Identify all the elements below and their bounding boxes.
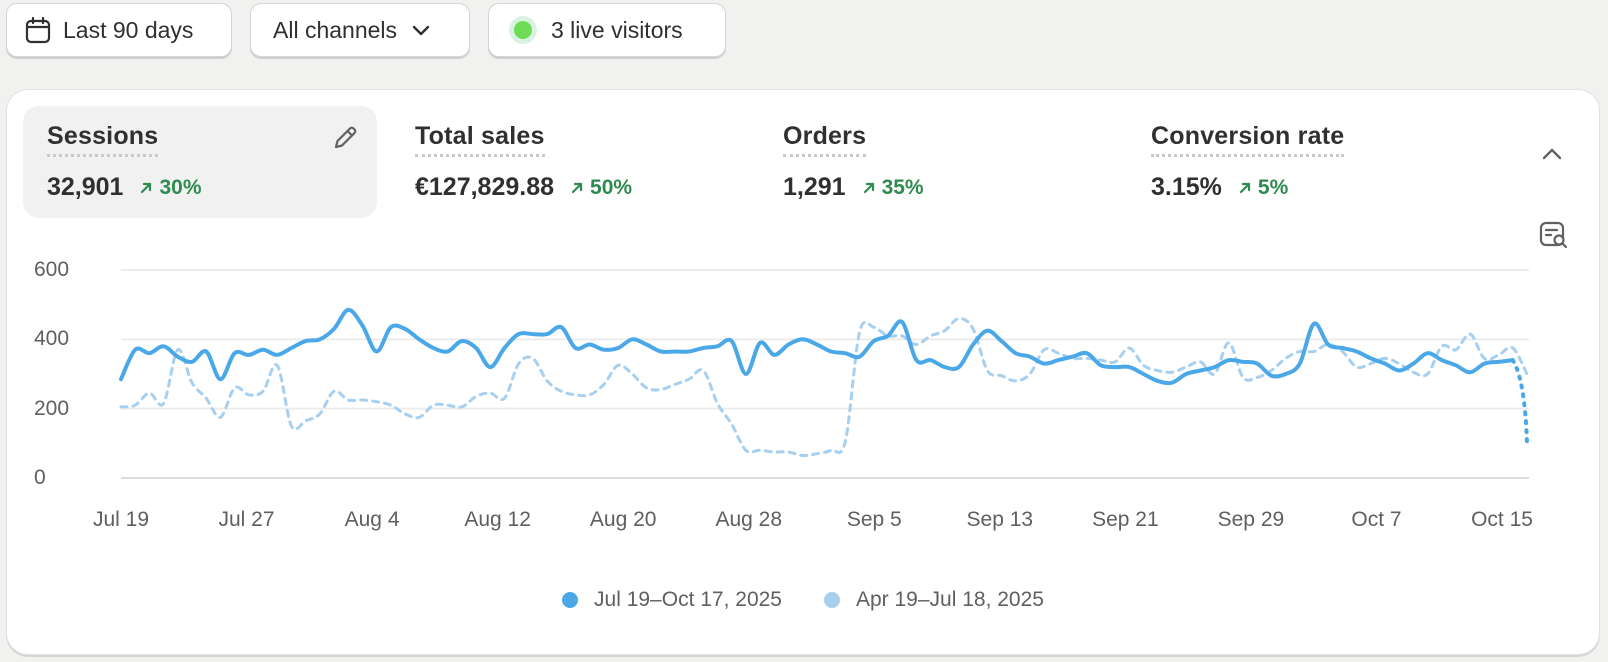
metric-change: 50% bbox=[570, 176, 632, 200]
live-visitors-label: 3 live visitors bbox=[551, 16, 683, 43]
metric-title[interactable]: Sessions bbox=[47, 122, 159, 157]
sessions-line-chart bbox=[119, 269, 1529, 479]
x-tick-label: Jul 19 bbox=[92, 508, 150, 531]
y-tick-label: 400 bbox=[34, 327, 70, 351]
arrow-up-right-icon bbox=[141, 182, 152, 193]
y-tick-label: 600 bbox=[34, 258, 70, 281]
filter-toolbar: Last 90 days All channels 3 live visitor… bbox=[6, 3, 726, 57]
metric-change-value: 35% bbox=[881, 175, 924, 199]
metric-value: €127,829.88 bbox=[415, 173, 555, 201]
metric-sessions[interactable]: Sessions 32,901 30% bbox=[23, 106, 377, 218]
metric-orders[interactable]: Orders 1,291 35% bbox=[759, 106, 1113, 218]
metric-change-value: 50% bbox=[590, 175, 633, 199]
arrow-up-right-icon bbox=[571, 182, 583, 193]
channels-label: All channels bbox=[273, 16, 398, 43]
x-tick-label: Sep 29 bbox=[1217, 508, 1285, 531]
x-tick-label: Aug 28 bbox=[715, 508, 782, 531]
x-tick-label: Aug 12 bbox=[464, 508, 531, 531]
chart-search-icon[interactable] bbox=[1539, 220, 1569, 255]
legend-dot bbox=[823, 592, 840, 608]
channels-dropdown[interactable]: All channels bbox=[250, 3, 470, 57]
legend-item-previous[interactable]: Apr 19–Jul 18, 2025 bbox=[823, 588, 1044, 612]
x-tick-label: Oct 7 bbox=[1351, 508, 1402, 531]
metric-change-value: 30% bbox=[159, 175, 202, 199]
x-tick-label: Sep 5 bbox=[846, 508, 902, 531]
metric-value: 1,291 bbox=[783, 173, 846, 201]
legend-dot bbox=[562, 592, 579, 608]
metric-title[interactable]: Orders bbox=[783, 122, 867, 157]
metric-value: 3.15% bbox=[1151, 173, 1222, 201]
chevron-up-icon[interactable] bbox=[1540, 146, 1564, 167]
metric-value: 32,901 bbox=[47, 173, 124, 201]
live-status-icon bbox=[509, 16, 537, 44]
arrow-up-right-icon bbox=[863, 182, 874, 193]
edit-pencil-icon[interactable] bbox=[331, 124, 359, 157]
date-range-button[interactable]: Last 90 days bbox=[6, 3, 232, 57]
metric-title[interactable]: Conversion rate bbox=[1151, 122, 1345, 157]
x-tick-label: Oct 15 bbox=[1471, 508, 1533, 531]
analytics-card: Sessions 32,901 30% Total sales €127,829… bbox=[6, 89, 1600, 655]
x-tick-label: Aug 4 bbox=[344, 508, 400, 531]
series-line-current-partial bbox=[1510, 358, 1529, 446]
chevron-down-icon bbox=[411, 23, 431, 37]
metric-change: 30% bbox=[139, 175, 202, 200]
metric-change: 5% bbox=[1238, 176, 1288, 200]
metric-conversion-rate[interactable]: Conversion rate 3.15% 5% bbox=[1127, 106, 1481, 218]
legend-label: Jul 19–Oct 17, 2025 bbox=[594, 588, 782, 611]
x-tick-label: Sep 21 bbox=[1092, 508, 1159, 531]
x-tick-label: Jul 27 bbox=[218, 508, 275, 531]
series-line-previous bbox=[119, 316, 1529, 458]
calendar-icon bbox=[25, 16, 51, 44]
legend-label: Apr 19–Jul 18, 2025 bbox=[855, 588, 1044, 611]
metric-total-sales[interactable]: Total sales €127,829.88 50% bbox=[391, 106, 745, 218]
metric-change: 35% bbox=[862, 176, 924, 200]
series-line-current bbox=[119, 307, 1515, 386]
live-visitors-button[interactable]: 3 live visitors bbox=[488, 3, 726, 57]
y-tick-label: 0 bbox=[34, 466, 46, 489]
x-tick-label: Sep 13 bbox=[966, 508, 1034, 531]
metric-change-value: 5% bbox=[1257, 175, 1289, 199]
date-range-label: Last 90 days bbox=[63, 16, 194, 43]
y-tick-label: 200 bbox=[34, 396, 70, 420]
metric-title[interactable]: Total sales bbox=[415, 122, 545, 157]
legend-item-current[interactable]: Jul 19–Oct 17, 2025 bbox=[562, 588, 782, 612]
arrow-up-right-icon bbox=[1239, 182, 1250, 193]
x-tick-label: Aug 20 bbox=[589, 508, 657, 531]
chart-legend: Jul 19–Oct 17, 2025 Apr 19–Jul 18, 2025 bbox=[7, 588, 1599, 612]
